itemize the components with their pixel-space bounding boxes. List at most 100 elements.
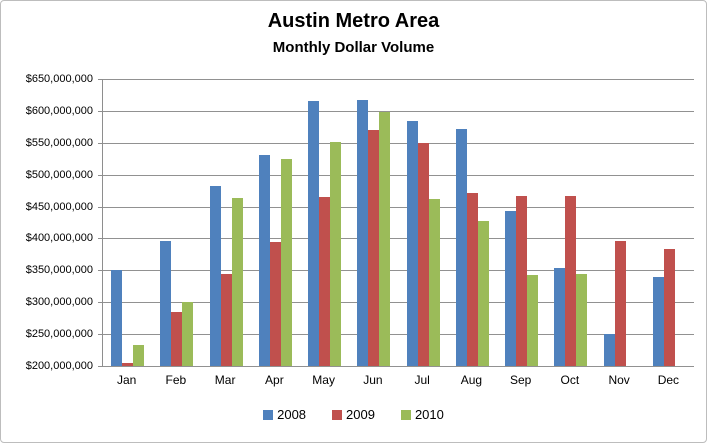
y-axis-label: $500,000,000 [25, 168, 93, 181]
bar-group-jul [399, 79, 448, 366]
x-axis-label-feb: Feb [165, 373, 187, 387]
x-axis-label-jul: Jul [414, 373, 430, 387]
bar-2008-sep [505, 211, 517, 366]
bar-2008-aug [455, 129, 467, 366]
bar-2009-feb [171, 311, 183, 366]
bar-2008-nov [603, 334, 615, 366]
bar-2009-jul [417, 142, 429, 366]
bar-2008-jun [357, 100, 369, 366]
bar-2009-dec [663, 249, 675, 366]
legend-swatch-2008 [263, 409, 274, 420]
y-axis-tick [98, 366, 103, 367]
gridline [103, 174, 694, 176]
bar-2009-apr [269, 242, 281, 366]
y-axis-tick [98, 302, 103, 304]
bar-2008-apr [258, 154, 270, 366]
bar-2009-sep [516, 195, 528, 366]
x-axis-label-aug: Aug [460, 373, 483, 387]
plot-area [98, 79, 694, 367]
bar-2010-oct [576, 273, 588, 366]
bar-2010-jan [133, 344, 145, 366]
legend-swatch-2010 [400, 409, 411, 420]
bar-2010-mar [231, 197, 243, 366]
gridline [103, 238, 694, 240]
gridline [103, 302, 694, 304]
legend-label-2010: 2010 [414, 407, 444, 422]
legend-item-2010: 2010 [400, 407, 444, 422]
bar-2010-jul [428, 198, 440, 366]
gridline [103, 142, 694, 144]
y-axis-tick [98, 79, 103, 80]
bar-group-apr [251, 79, 300, 366]
legend-label-2009: 2009 [346, 407, 375, 422]
bar-2010-aug [477, 221, 489, 366]
bar-2010-feb [182, 302, 194, 366]
y-axis-label: $400,000,000 [25, 232, 93, 245]
x-axis-label-may: May [312, 373, 335, 387]
y-axis-tick [98, 174, 103, 176]
bar-2009-aug [466, 192, 478, 366]
y-axis-tick [98, 238, 103, 240]
x-axis-label-oct: Oct [560, 373, 580, 387]
bar-2008-dec [652, 276, 664, 366]
bar-2008-may [308, 101, 320, 366]
bar-2009-may [319, 197, 331, 366]
bar-group-dec [645, 79, 694, 366]
bar-2009-jan [122, 362, 134, 366]
y-axis-label: $300,000,000 [25, 296, 93, 309]
x-axis-label-mar: Mar [214, 373, 236, 387]
bar-group-feb [152, 79, 201, 366]
legend-label-2008: 2008 [277, 407, 307, 422]
bar-2010-sep [527, 274, 539, 366]
y-axis-tick [98, 334, 103, 336]
bar-2009-mar [220, 274, 232, 366]
bar-group-aug [448, 79, 497, 366]
bar-group-mar [202, 79, 251, 366]
y-axis-tick [98, 110, 103, 112]
gridline [103, 110, 694, 112]
gridline [103, 270, 694, 272]
gridline [103, 206, 694, 208]
x-axis-label-sep: Sep [509, 373, 532, 387]
y-axis-label: $550,000,000 [25, 136, 93, 149]
legend-item-2009: 2009 [332, 407, 375, 422]
legend-swatch-2009 [332, 409, 343, 420]
y-axis-label: $600,000,000 [25, 104, 93, 117]
bar-group-jan [103, 79, 152, 366]
chart-subtitle: Monthly Dollar Volume [272, 39, 435, 56]
bar-2009-oct [565, 195, 577, 366]
x-axis-label-nov: Nov [608, 373, 630, 387]
bar-2010-jun [379, 112, 391, 366]
y-axis-tick [98, 270, 103, 272]
bar-group-sep [497, 79, 546, 366]
bar-2008-mar [209, 185, 221, 366]
bar-2009-jun [368, 130, 380, 366]
gridline [103, 79, 694, 80]
bar-2008-oct [554, 268, 566, 366]
y-axis-label: $450,000,000 [25, 200, 93, 213]
bar-2010-may [330, 141, 342, 366]
bar-2008-feb [160, 241, 172, 366]
bar-2008-jan [111, 270, 123, 366]
gridline [103, 334, 694, 336]
y-axis-label: $200,000,000 [25, 360, 93, 372]
legend: 2008 2009 2010 [1, 407, 706, 422]
y-axis-label: $350,000,000 [25, 264, 93, 277]
x-axis-label-jun: Jun [363, 373, 383, 387]
chart-title: Austin Metro Area [267, 10, 440, 32]
y-axis-label: $250,000,000 [25, 328, 93, 341]
bar-2010-apr [280, 158, 292, 366]
bar-group-jun [349, 79, 398, 366]
bar-2008-jul [406, 121, 418, 366]
bar-group-nov [596, 79, 645, 366]
gridline [103, 366, 694, 367]
x-axis-label-jan: Jan [116, 373, 137, 387]
bar-group-oct [546, 79, 595, 366]
bar-group-may [300, 79, 349, 366]
legend-item-2008: 2008 [263, 407, 306, 422]
x-axis-label-dec: Dec [657, 373, 680, 387]
y-axis-label: $650,000,000 [25, 73, 93, 85]
y-axis-tick [98, 142, 103, 144]
x-axis-label-apr: Apr [265, 373, 284, 387]
